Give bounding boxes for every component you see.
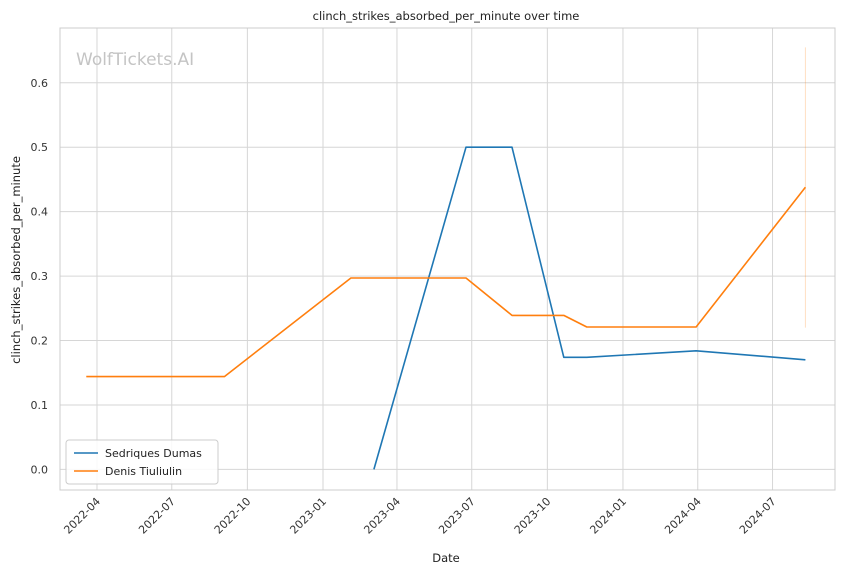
y-tick-label: 0.2 — [31, 335, 49, 348]
legend-label-denis-tiuliulin: Denis Tiuliulin — [105, 465, 182, 478]
series-layer — [86, 146, 807, 470]
y-tick-label: 0.6 — [31, 77, 49, 90]
x-tick-label: 2022-04 — [61, 495, 103, 537]
plot-frame — [59, 27, 836, 491]
x-tick-label: 2023-07 — [436, 495, 478, 537]
x-tick-label: 2024-01 — [587, 495, 629, 537]
x-tick-label: 2024-04 — [662, 495, 704, 537]
x-axis-ticks: 2022-04 2022-07 2022-10 2023-01 2023-04 2023-… — [61, 495, 778, 537]
y-tick-label: 0.5 — [31, 141, 49, 154]
x-tick-label: 2022-10 — [212, 495, 254, 537]
series-line-sedriques-dumas — [373, 146, 806, 470]
y-tick-label: 0.1 — [31, 399, 49, 412]
legend: Sedriques Dumas Denis Tiuliulin — [65, 439, 219, 485]
x-tick-label: 2024-07 — [737, 495, 779, 537]
x-tick-label: 2023-10 — [512, 495, 554, 537]
y-tick-label: 0.3 — [31, 270, 49, 283]
y-tick-label: 0.4 — [31, 206, 49, 219]
y-axis-ticks: 0.0 0.1 0.2 0.3 0.4 0.5 0.6 — [31, 77, 49, 477]
legend-label-sedriques-dumas: Sedriques Dumas — [105, 447, 202, 460]
x-tick-label: 2022-07 — [136, 495, 178, 537]
grid — [60, 28, 835, 490]
x-tick-label: 2023-04 — [361, 495, 403, 537]
x-axis-label: Date — [432, 551, 460, 565]
x-tick-label: 2023-01 — [287, 495, 329, 537]
y-tick-label: 0.0 — [31, 463, 49, 476]
legend-box — [65, 439, 219, 485]
chart-title: clinch_strikes_absorbed_per_minute over … — [313, 9, 580, 23]
watermark-text: WolfTickets.AI — [76, 50, 194, 70]
y-axis-label: clinch_strikes_absorbed_per_minute — [9, 156, 23, 364]
